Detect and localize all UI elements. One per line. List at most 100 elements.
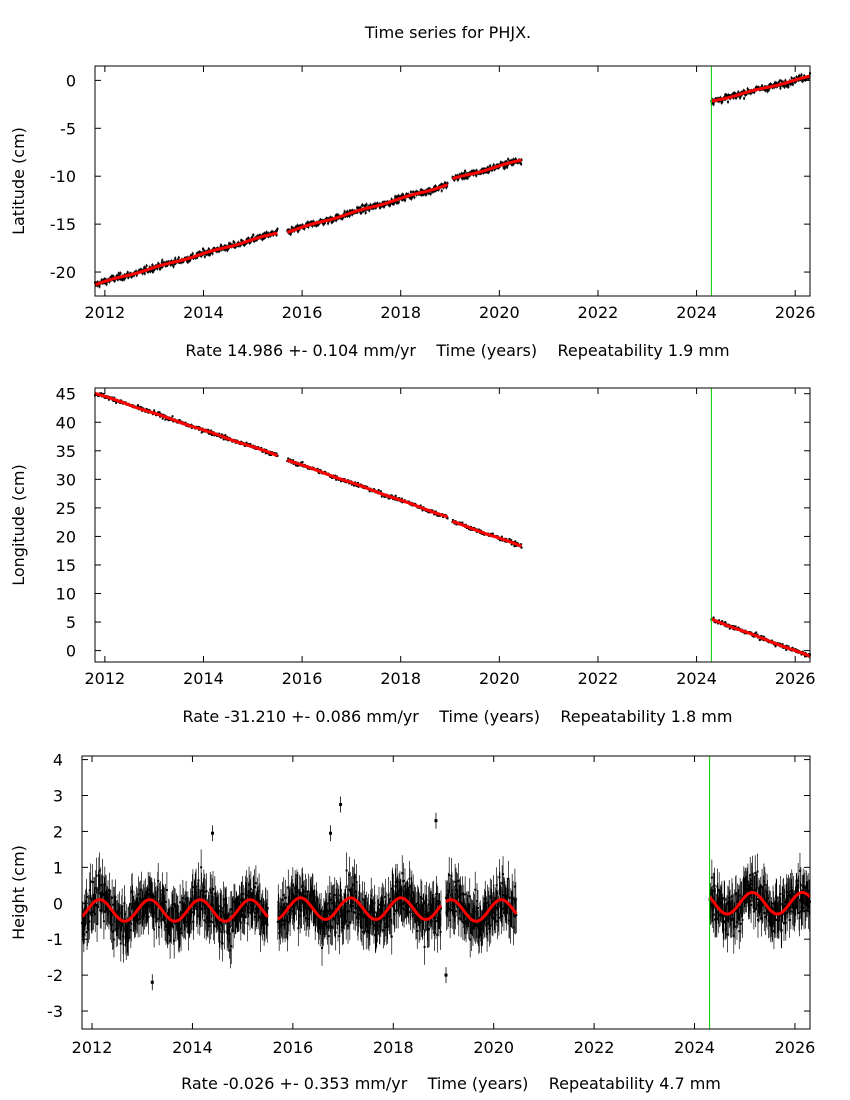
- data-point: [492, 163, 495, 166]
- data-point: [137, 404, 140, 407]
- latitude-model: [94, 74, 811, 287]
- data-point: [208, 254, 211, 257]
- data-point: [390, 202, 393, 205]
- data-point: [433, 190, 436, 193]
- data-point: [211, 434, 213, 437]
- data-point: [753, 91, 756, 94]
- data-point: [456, 174, 459, 177]
- data-point: [315, 224, 318, 227]
- data-point: [489, 164, 492, 167]
- data-point: [785, 84, 788, 87]
- data-point: [191, 252, 194, 255]
- data-point: [405, 193, 408, 196]
- data-point: [251, 236, 254, 239]
- figure-title: Time series for PHJX.: [364, 23, 531, 42]
- data-point: [425, 193, 428, 196]
- data-point: [289, 232, 292, 235]
- x-tick-label: 2024: [676, 303, 717, 322]
- data-point: [270, 453, 273, 456]
- data-point: [110, 912, 113, 915]
- data-point: [364, 211, 367, 214]
- data-point: [454, 174, 457, 177]
- data-point: [459, 173, 462, 176]
- data-point: [775, 82, 778, 85]
- data-point: [394, 494, 397, 497]
- data-point: [379, 206, 382, 209]
- data-point: [503, 167, 506, 170]
- data-point: [153, 268, 156, 271]
- data-point: [112, 938, 115, 941]
- data-point: [121, 278, 124, 281]
- data-point: [85, 896, 88, 899]
- data-point: [421, 193, 424, 196]
- data-point: [784, 79, 787, 82]
- data-point: [133, 274, 135, 277]
- data-point: [446, 182, 449, 185]
- data-point: [368, 490, 371, 493]
- data-point: [95, 874, 98, 877]
- data-point: [374, 202, 377, 205]
- data-point: [300, 461, 303, 464]
- data-point: [91, 881, 94, 884]
- data-point: [140, 406, 143, 409]
- data-point: [252, 233, 255, 236]
- x-tick-label: 2016: [273, 1038, 314, 1057]
- data-point: [790, 76, 793, 79]
- data-point: [276, 227, 279, 230]
- data-point: [491, 532, 494, 535]
- data-point: [92, 910, 95, 913]
- data-point: [99, 884, 102, 887]
- data-point: [312, 220, 315, 223]
- data-point: [485, 171, 488, 174]
- data-point: [203, 255, 206, 258]
- data-point: [174, 257, 177, 260]
- data-point: [427, 188, 430, 191]
- data-point: [487, 171, 490, 174]
- data-point: [387, 203, 390, 206]
- data-point: [87, 924, 90, 927]
- data-point: [292, 459, 295, 462]
- data-point: [434, 189, 437, 192]
- data-point: [275, 452, 278, 455]
- data-point: [318, 472, 321, 475]
- data-point: [107, 897, 110, 900]
- data-point: [486, 166, 489, 169]
- data-point: [739, 96, 742, 99]
- data-point: [275, 234, 278, 237]
- data-point: [307, 226, 310, 229]
- data-point: [766, 90, 769, 93]
- latitude-panel: 2012 2014 2016 2018 2020 2022 2024 2026 0 -5 -10 -1…: [9, 65, 816, 360]
- data-point: [255, 238, 258, 241]
- data-point: [211, 252, 214, 255]
- data-point: [721, 100, 724, 103]
- data-point: [463, 172, 466, 175]
- data-point: [767, 89, 770, 92]
- model-curve: [287, 183, 448, 234]
- data-point: [317, 223, 320, 226]
- data-point: [112, 930, 115, 933]
- data-point: [196, 256, 199, 259]
- data-point: [126, 271, 129, 274]
- data-point: [122, 935, 125, 938]
- data-point: [88, 889, 91, 892]
- data-point: [412, 190, 415, 193]
- data-point: [460, 172, 463, 175]
- data-point: [133, 916, 136, 919]
- data-point: [461, 521, 464, 524]
- data-point: [123, 902, 126, 905]
- data-point: [100, 278, 103, 281]
- data-point: [164, 265, 167, 268]
- data-point: [126, 933, 129, 936]
- data-point: [239, 244, 242, 247]
- data-point: [271, 230, 274, 233]
- data-point: [258, 234, 261, 237]
- data-point: [237, 244, 240, 247]
- x-tick-label: 2012: [85, 303, 126, 322]
- data-point: [220, 433, 223, 436]
- data-point: [169, 263, 172, 266]
- data-point: [779, 87, 782, 90]
- data-point: [82, 925, 85, 928]
- data-point: [226, 249, 229, 252]
- y-tick-label: 15: [56, 556, 76, 575]
- data-point: [157, 262, 160, 265]
